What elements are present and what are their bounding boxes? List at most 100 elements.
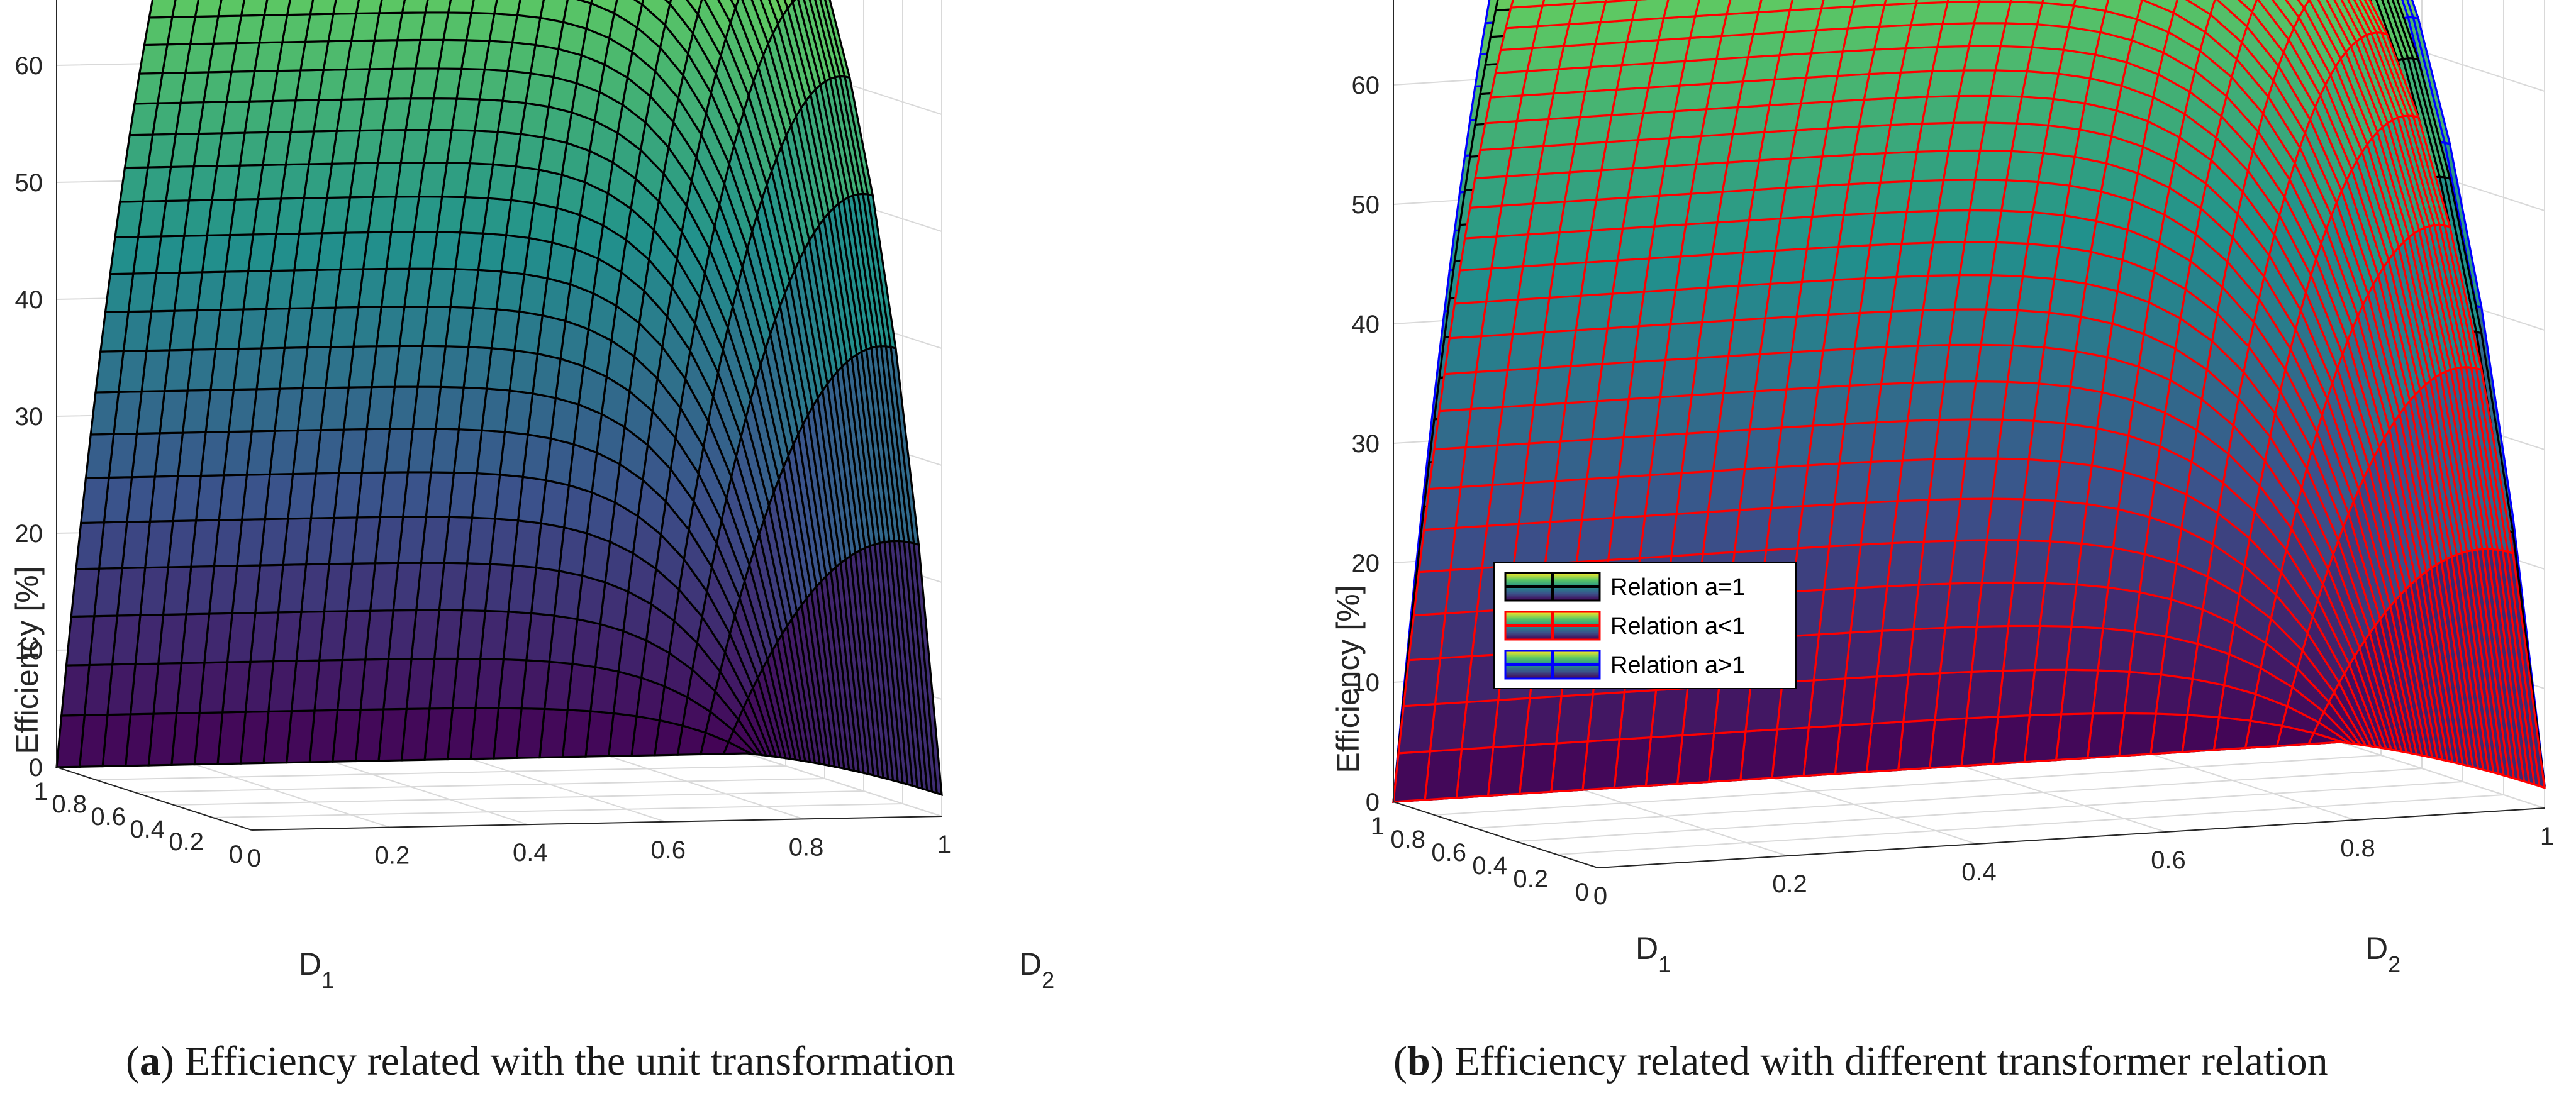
surface-patch bbox=[1911, 343, 1951, 384]
surface-patch bbox=[2049, 499, 2088, 545]
surface-patch bbox=[1917, 540, 1957, 586]
y-tick-label: 1 bbox=[2540, 823, 2554, 850]
surface-patch bbox=[1952, 94, 1992, 124]
surface-patch bbox=[1939, 625, 1978, 675]
surface-patch bbox=[99, 310, 130, 353]
x-tick-label: 0.2 bbox=[1513, 865, 1548, 893]
z-tick-label: 40 bbox=[1352, 311, 1380, 338]
surface-patch bbox=[1922, 274, 1961, 311]
surface-patch bbox=[1963, 209, 2003, 243]
surface-patch bbox=[1412, 568, 1452, 617]
surface-patch bbox=[2037, 152, 2077, 187]
surface-patch bbox=[2031, 180, 2071, 217]
x-tick-label: 0.6 bbox=[91, 803, 126, 831]
surface-patch bbox=[1937, 179, 1977, 212]
surface-patch bbox=[1422, 485, 1462, 531]
y-tick-label: 0 bbox=[247, 845, 261, 872]
surface-patch bbox=[1906, 380, 1946, 422]
surface-patch bbox=[1975, 343, 2014, 383]
surface-patch bbox=[2017, 498, 2056, 543]
surface-patch bbox=[217, 0, 245, 18]
surface-patch bbox=[1438, 370, 1478, 413]
surface-patch bbox=[1947, 121, 1987, 152]
surface-patch bbox=[783, 0, 794, 11]
z-axis-label: Efficiency [%] bbox=[9, 566, 45, 754]
surface-patch bbox=[1914, 0, 1949, 4]
surface-patch bbox=[309, 0, 337, 16]
surface-patch bbox=[2055, 712, 2094, 762]
surface-patch bbox=[1402, 657, 1442, 707]
surface-patch bbox=[424, 0, 452, 14]
surface-patch bbox=[1978, 121, 2018, 152]
surface-patch bbox=[589, 0, 618, 15]
surface-patch bbox=[2010, 122, 2050, 155]
y-tick-label: 0.8 bbox=[2340, 834, 2375, 862]
y-tick-label: 0.4 bbox=[513, 839, 548, 867]
surface-patch bbox=[1964, 418, 2004, 460]
surface-patch bbox=[2031, 23, 2070, 51]
surface-patch bbox=[1949, 539, 1988, 585]
caption-a-label: a bbox=[139, 1038, 160, 1084]
surface-patch bbox=[2033, 624, 2073, 672]
surface-patch bbox=[2123, 670, 2163, 715]
surface-patch bbox=[1934, 670, 1973, 721]
surface-patch bbox=[2005, 150, 2044, 184]
surface-patch bbox=[2032, 382, 2072, 425]
chart-panel-b: 00.20.40.60.810 0.2 0.4 0.6 0.8 1010203040506… bbox=[1330, 0, 2554, 977]
surface-patch bbox=[1504, 4, 1544, 30]
figure: 00.20.40.60.810 0.2 0.4 0.6 0.8 1010203040506… bbox=[9, 0, 2554, 993]
z-tick-label: 50 bbox=[15, 169, 43, 197]
surface-patch bbox=[114, 200, 145, 238]
surface-patch bbox=[1975, 581, 2015, 628]
caption-b-label: b bbox=[1407, 1038, 1430, 1084]
surface-patch bbox=[2038, 346, 2077, 388]
x-tick-label: 1 bbox=[1371, 812, 1385, 840]
surface-patch bbox=[94, 350, 125, 394]
surface-patch bbox=[2016, 275, 2056, 314]
x-axis-line bbox=[56, 767, 252, 831]
z-tick-label: 0 bbox=[1366, 789, 1380, 816]
surface-patch bbox=[2007, 581, 2046, 628]
surface-patch bbox=[60, 663, 91, 717]
surface-patch bbox=[2044, 540, 2083, 586]
surface-patch bbox=[1973, 149, 2013, 182]
x-tick-label: 0.6 bbox=[1431, 839, 1466, 867]
surface-patch bbox=[133, 72, 164, 105]
y-tick-label: 0.2 bbox=[1772, 870, 1807, 898]
surface-patch bbox=[2048, 277, 2087, 318]
surface-patch bbox=[2070, 583, 2109, 629]
caption-b-text: Efficiency related with different transf… bbox=[1454, 1038, 2328, 1084]
surface-patch bbox=[1428, 446, 1468, 491]
surface-patch bbox=[401, 0, 429, 14]
surface-patch bbox=[1957, 69, 1997, 97]
surface-patch bbox=[1463, 204, 1503, 240]
surface-patch bbox=[1725, 0, 1763, 16]
surface-patch bbox=[2036, 1, 2075, 28]
surface-patch bbox=[791, 0, 796, 4]
surface-patch bbox=[2097, 627, 2136, 673]
surface-patch bbox=[730, 0, 740, 11]
surface-patch bbox=[1443, 335, 1483, 375]
surface-patch bbox=[493, 0, 521, 16]
surface-patch bbox=[516, 0, 545, 19]
caption-a: (a) Efficiency related with the unit tra… bbox=[126, 1038, 956, 1084]
surface-patch bbox=[1980, 539, 2020, 584]
legend-entry-label: Relation a<1 bbox=[1610, 613, 1745, 640]
surface-patch bbox=[2021, 242, 2061, 280]
surface-patch bbox=[1932, 418, 1972, 460]
surface-patch bbox=[2026, 46, 2065, 75]
surface-patch bbox=[1946, 0, 1981, 3]
surface-patch bbox=[1990, 241, 2029, 278]
surface-patch bbox=[1896, 458, 1936, 502]
surface-patch bbox=[70, 567, 101, 618]
surface-patch bbox=[1788, 0, 1825, 12]
x-axis-label-sub: 1 bbox=[1658, 951, 1671, 977]
x-tick-label: 0.4 bbox=[130, 816, 165, 843]
x-axis-label: D1 bbox=[299, 946, 334, 993]
surface-patch bbox=[55, 714, 86, 768]
surface-patch bbox=[1944, 582, 1983, 629]
surface-patch bbox=[2000, 179, 2039, 214]
surface-patch bbox=[194, 0, 223, 18]
surface-patch bbox=[1417, 526, 1457, 574]
surface-patch bbox=[1996, 418, 2035, 461]
